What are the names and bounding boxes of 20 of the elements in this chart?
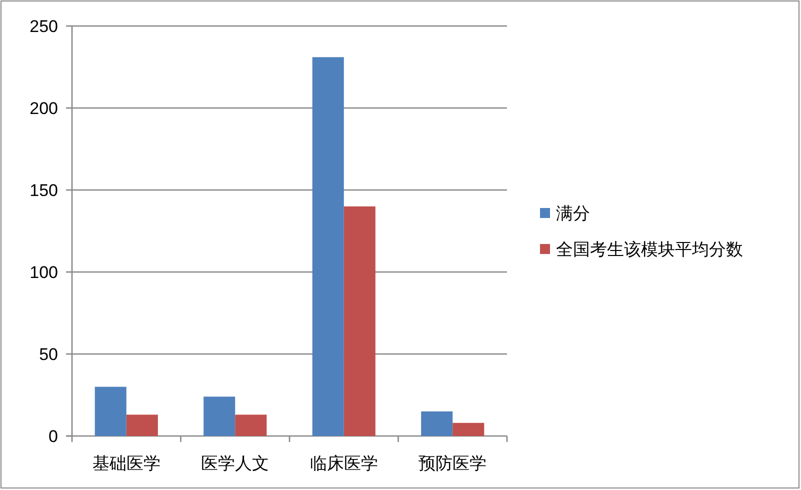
y-tick-label: 50 — [39, 345, 58, 364]
bar — [421, 411, 453, 436]
legend-label: 全国考生该模块平均分数 — [556, 240, 743, 259]
bar — [344, 206, 376, 436]
x-tick-label: 预防医学 — [418, 454, 487, 473]
bar — [204, 396, 236, 436]
x-tick-label: 临床医学 — [310, 454, 378, 473]
x-tick-label: 基础医学 — [92, 454, 160, 473]
legend-label: 满分 — [556, 204, 590, 223]
y-tick-label: 150 — [30, 181, 58, 200]
bar — [452, 422, 484, 436]
bar — [126, 414, 158, 436]
x-tick-label: 医学人文 — [201, 454, 270, 473]
bar — [94, 386, 126, 436]
y-tick-label: 200 — [30, 99, 58, 118]
y-tick-label: 0 — [48, 427, 58, 446]
y-tick-label: 100 — [30, 263, 58, 282]
y-tick-label: 250 — [30, 17, 58, 36]
bar — [235, 414, 267, 436]
bar — [312, 57, 344, 436]
